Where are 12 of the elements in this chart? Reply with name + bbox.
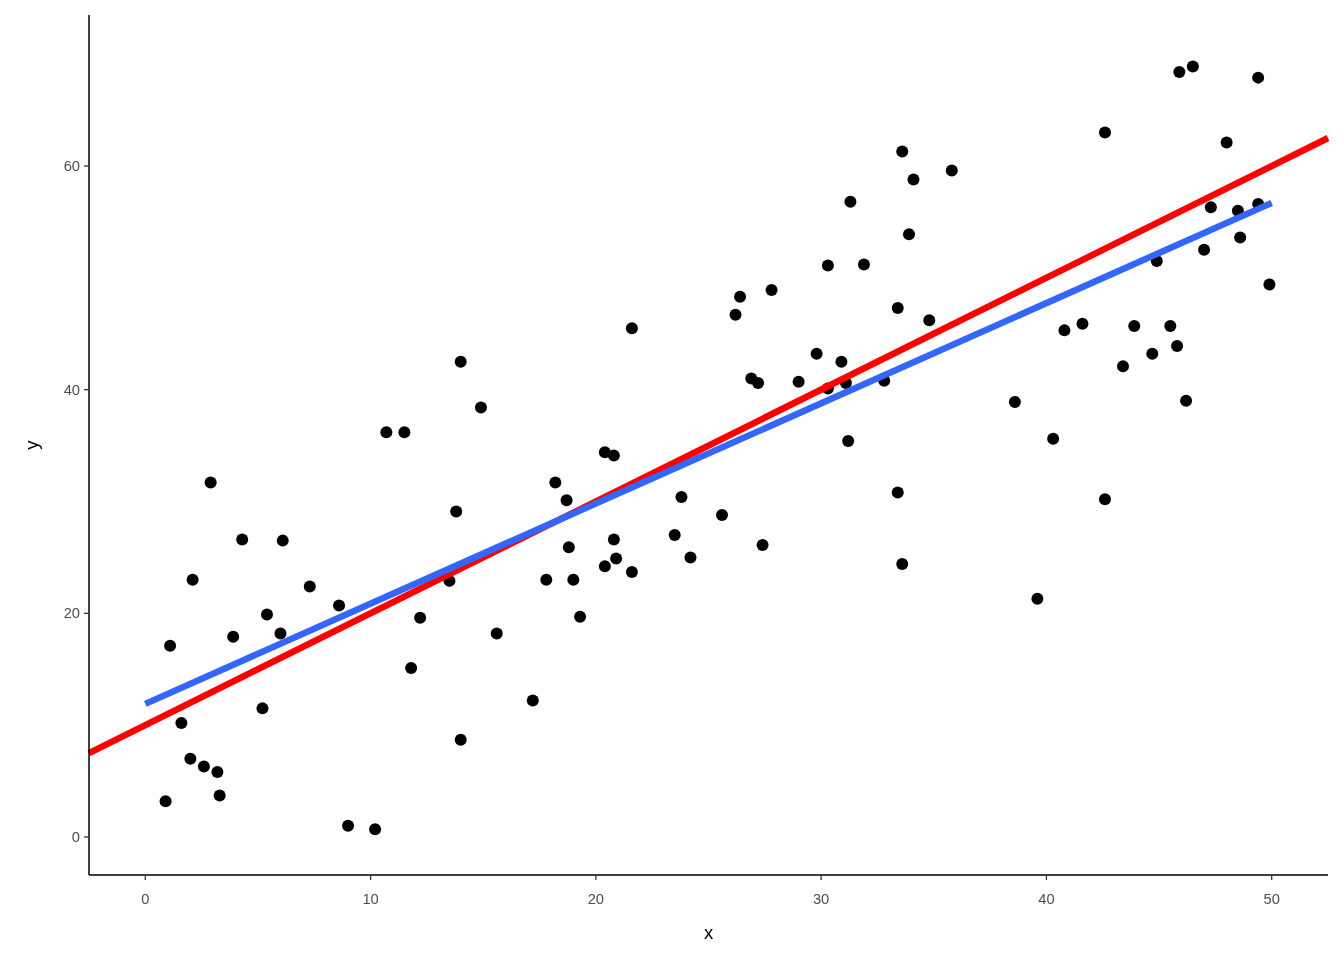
y-axis-title: y (21, 439, 42, 450)
x-tick-label: 50 (1263, 891, 1280, 907)
y-tick-label: 60 (63, 157, 80, 174)
x-tick-label: 20 (587, 891, 605, 907)
y-tick-label: 40 (63, 381, 80, 398)
x-tick-label: 40 (1038, 891, 1055, 907)
x-tick-label: 10 (362, 891, 379, 907)
x-tick-label: 30 (812, 891, 830, 907)
x-tick-label: 0 (141, 891, 150, 907)
y-tick-label: 0 (71, 828, 80, 845)
x-axis-title: x (703, 922, 714, 943)
y-tick-label: 20 (63, 605, 80, 622)
